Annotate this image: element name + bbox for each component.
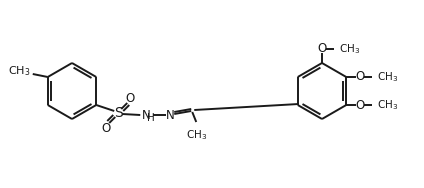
- Text: CH$_3$: CH$_3$: [8, 64, 31, 78]
- Text: O: O: [356, 99, 365, 111]
- Text: CH$_3$: CH$_3$: [377, 70, 399, 84]
- Text: N: N: [166, 108, 175, 121]
- Text: CH$_3$: CH$_3$: [339, 42, 360, 56]
- Text: CH$_3$: CH$_3$: [186, 128, 207, 142]
- Text: O: O: [102, 121, 111, 134]
- Text: O: O: [318, 42, 326, 55]
- Text: O: O: [356, 70, 365, 83]
- Text: H: H: [148, 113, 155, 123]
- Text: CH$_3$: CH$_3$: [377, 98, 399, 112]
- Text: N: N: [142, 108, 151, 121]
- Text: S: S: [114, 106, 123, 120]
- Text: O: O: [126, 92, 135, 105]
